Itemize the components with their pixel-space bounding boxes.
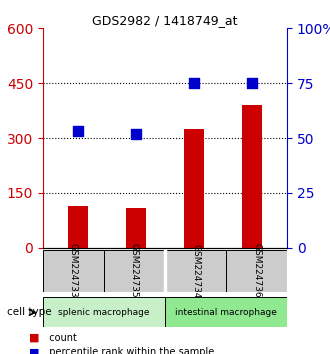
Text: GDS2982 / 1418749_at: GDS2982 / 1418749_at: [92, 14, 238, 27]
Text: GSM224733: GSM224733: [69, 244, 78, 298]
Text: ■: ■: [29, 347, 40, 354]
Text: count: count: [43, 333, 77, 343]
Text: GSM224736: GSM224736: [252, 244, 261, 298]
FancyBboxPatch shape: [43, 297, 165, 327]
Bar: [184, 129, 204, 248]
Point: [75, 129, 81, 134]
Bar: [242, 105, 262, 248]
Text: splenic macrophage: splenic macrophage: [58, 308, 150, 317]
Bar: [68, 206, 88, 248]
Text: GSM224734: GSM224734: [191, 244, 200, 298]
Text: cell type: cell type: [7, 307, 51, 318]
FancyBboxPatch shape: [165, 297, 287, 327]
FancyBboxPatch shape: [165, 250, 226, 292]
Text: GSM224735: GSM224735: [130, 244, 139, 298]
FancyBboxPatch shape: [43, 250, 104, 292]
Point: [133, 131, 139, 137]
Text: ■: ■: [29, 333, 40, 343]
FancyBboxPatch shape: [104, 250, 165, 292]
Point: [249, 80, 255, 86]
Point: [191, 80, 197, 86]
Bar: [126, 207, 146, 248]
FancyBboxPatch shape: [226, 250, 287, 292]
Text: percentile rank within the sample: percentile rank within the sample: [43, 347, 214, 354]
Text: intestinal macrophage: intestinal macrophage: [175, 308, 277, 317]
